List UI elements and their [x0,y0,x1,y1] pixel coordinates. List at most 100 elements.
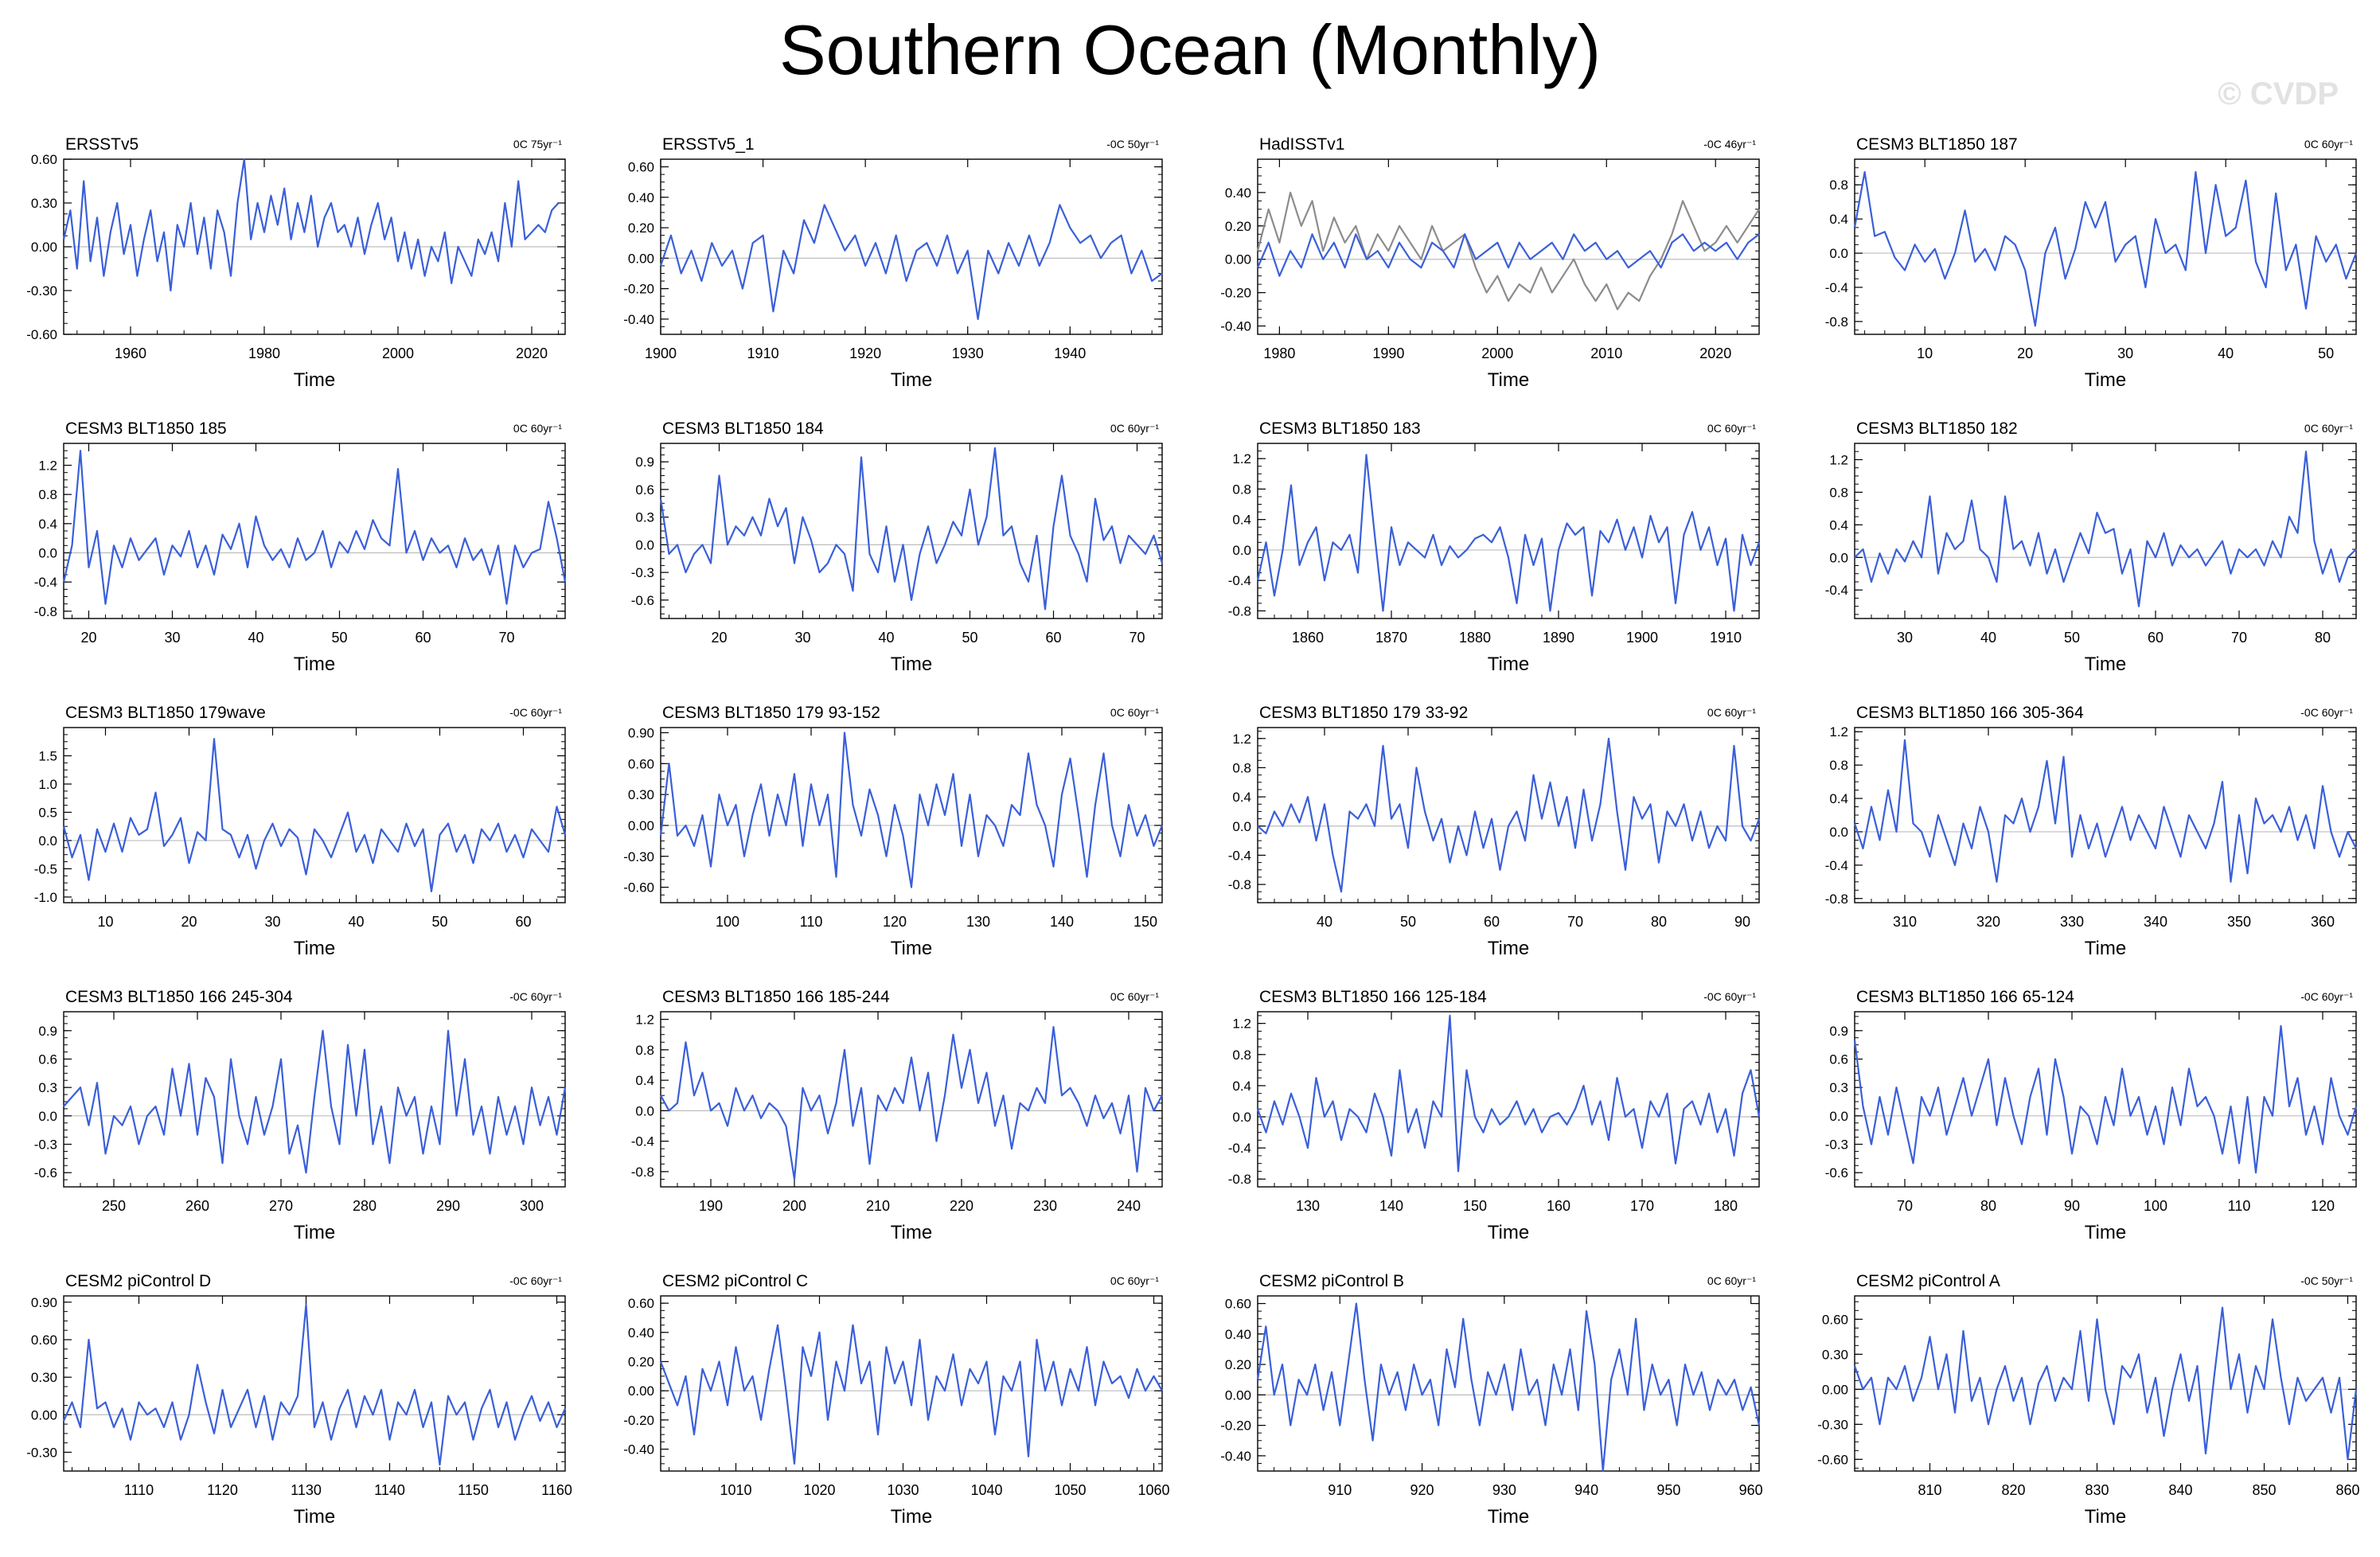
y-tick-label: 0.8 [38,487,57,502]
x-tick-label: 60 [1484,914,1500,930]
x-tick-label: 1890 [1543,630,1574,646]
series-line [1256,233,1760,277]
x-tick-label: 30 [1897,630,1913,646]
x-tick-label: 860 [2335,1482,2359,1498]
x-tick-label: 1110 [124,1482,154,1498]
x-tick-label: 1050 [1054,1482,1086,1498]
x-tick-label: 190 [699,1198,723,1214]
x-tick-label: 100 [2144,1198,2167,1214]
chart-panel: CESM3 BLT1850 185 0C 60yr⁻¹ -0.8 -0.4 0.0 0.4… [34,419,567,675]
x-axis-label: Time [1488,369,1529,391]
x-tick-label: 210 [866,1198,890,1214]
x-axis-label: Time [2085,654,2126,675]
plot-frame [63,443,566,619]
x-tick-label: 20 [181,914,197,930]
x-tick-label: 840 [2168,1482,2192,1498]
y-tick-label: -0.40 [623,312,654,327]
y-tick-label: 0.4 [38,517,57,532]
x-tick-label: 950 [1656,1482,1680,1498]
x-tick-label: 200 [782,1198,806,1214]
y-tick-label: -0.8 [1825,892,1848,907]
y-tick-label: 0.5 [38,805,57,820]
x-tick-label: 2020 [1699,345,1731,361]
x-tick-label: 1010 [720,1482,751,1498]
y-tick-label: 0.0 [635,537,654,552]
y-tick-label: 0.00 [1225,1387,1251,1403]
plot-frame [1257,443,1760,619]
x-axis-label: Time [1488,1506,1529,1528]
panel-trend-label: 0C 60yr⁻¹ [1707,706,1756,719]
y-tick-label: 0.0 [635,1103,654,1118]
plot-frame [63,727,566,903]
y-tick-label: 0.8 [1829,178,1848,193]
panel-trend-label: -0C 50yr⁻¹ [1106,138,1159,150]
y-tick-label: 0.9 [635,455,654,470]
x-tick-label: 960 [1739,1482,1763,1498]
y-tick-label: 0.4 [1829,517,1848,533]
y-tick-label: 0.3 [38,1080,57,1095]
y-tick-label: 0.6 [1829,1052,1848,1067]
x-tick-label: 1910 [1710,630,1742,646]
chart-panel: CESM2 piControl C 0C 60yr⁻¹ -0.40 -0.20 0.00… [623,1272,1169,1528]
series-line [63,1029,567,1174]
y-tick-label: 0.30 [31,1370,57,1385]
x-axis-label: Time [294,1222,335,1243]
x-tick-label: 820 [2001,1482,2025,1498]
series-line [1256,1014,1761,1173]
y-tick-label: 0.20 [1225,219,1251,234]
y-tick-label: 1.2 [1232,732,1251,747]
x-tick-label: 280 [353,1198,377,1214]
panel-trend-label: 0C 60yr⁻¹ [1110,990,1159,1003]
y-tick-label: 0.00 [31,240,57,255]
y-tick-label: 0.8 [635,1043,654,1058]
chart-panel: CESM3 BLT1850 179 93-152 0C 60yr⁻¹ -0.60 -0… [623,704,1164,959]
panel-trend-label: 0C 60yr⁻¹ [1707,422,1756,435]
y-tick-label: -0.6 [631,593,654,608]
x-tick-label: 50 [431,914,447,930]
x-tick-label: 50 [2318,345,2334,361]
x-tick-label: 1130 [291,1482,322,1498]
y-tick-label: 0.30 [1822,1347,1848,1362]
x-tick-label: 60 [415,630,431,646]
x-tick-label: 80 [1980,1198,1996,1214]
x-tick-label: 340 [2144,914,2167,930]
y-tick-label: 0.40 [1225,185,1251,201]
plot-frame [1257,1011,1760,1188]
y-tick-label: -0.4 [1228,848,1251,863]
y-tick-label: 0.8 [1829,485,1848,500]
x-tick-label: 10 [1917,345,1933,361]
x-tick-label: 1960 [115,345,146,361]
y-tick-label: 0.60 [628,756,654,771]
series-line [1853,171,2358,327]
x-tick-label: 290 [436,1198,460,1214]
chart-panel: CESM2 piControl A -0C 50yr⁻¹ -0.60 -0.30 0.0… [1817,1272,2359,1528]
y-tick-label: -0.60 [623,880,654,896]
chart-panel: CESM3 BLT1850 166 125-184 -0C 60yr⁻¹ -0.8 -… [1228,988,1761,1243]
panel-trend-label: 0C 60yr⁻¹ [1110,422,1159,435]
panel-title: CESM3 BLT1850 166 65-124 [1856,988,2074,1006]
y-tick-label: -0.40 [1220,319,1251,334]
chart-panel: ERSSTv5 0C 75yr⁻¹ -0.60 -0.30 0.00 0.30 0.60 19… [26,135,566,391]
y-tick-label: 0.4 [1232,1079,1251,1094]
chart-panel: CESM3 BLT1850 179 33-92 0C 60yr⁻¹ -0.8 -0.4… [1228,704,1761,959]
y-tick-label: 0.0 [1232,1110,1251,1125]
x-tick-label: 30 [164,630,180,646]
panel-trend-label: -0C 60yr⁻¹ [2300,990,2353,1003]
y-tick-label: 0.0 [1829,246,1848,261]
y-tick-label: -0.4 [1228,1141,1251,1156]
y-tick-label: 0.0 [38,833,57,849]
series-line [62,158,560,292]
y-tick-label: -0.20 [623,1413,654,1428]
y-tick-label: 1.2 [1829,724,1848,739]
x-tick-label: 50 [1400,914,1416,930]
x-axis-label: Time [891,1222,932,1243]
y-tick-label: 0.0 [1829,550,1848,565]
y-tick-label: 1.2 [38,459,57,474]
x-tick-label: 10 [97,914,113,930]
panel-title: CESM3 BLT1850 184 [662,419,824,438]
panel-title: CESM2 piControl B [1259,1272,1404,1290]
x-axis-label: Time [891,369,932,391]
panel-title: ERSSTv5_1 [662,135,755,154]
y-tick-label: -0.30 [26,283,57,299]
panel-trend-label: 0C 60yr⁻¹ [2304,422,2353,435]
